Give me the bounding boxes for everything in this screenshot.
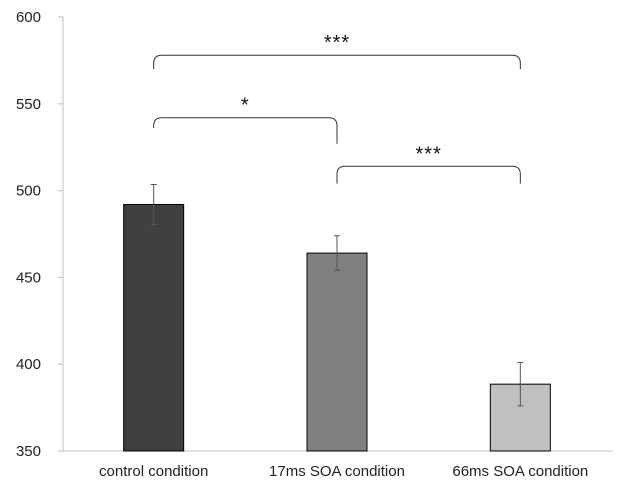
error-bars [150,184,524,407]
bar [123,203,185,452]
y-tick-label: 350 [16,443,41,460]
y-tick-label: 400 [16,356,41,373]
bars [123,203,551,452]
y-tick-label: 500 [16,183,41,200]
x-tick-label: control condition [99,463,208,480]
significance-label: * [241,95,250,117]
x-tick-label: 17ms SOA condition [269,463,405,480]
y-tick-label: 550 [16,96,41,113]
y-tick-label: 600 [16,9,41,26]
bar [306,252,368,452]
significance-bracket [336,165,521,184]
significance-label: *** [415,143,441,165]
significance-bracket [153,54,521,70]
significance-brackets: ******* [153,32,521,184]
significance-label: *** [324,32,350,54]
significance-bracket [153,117,338,144]
x-tick-label: 66ms SOA condition [452,463,588,480]
axis-labels: 350 400 450 500 550 600 control condition 17ms … [16,9,588,480]
y-tick-label: 450 [16,269,41,286]
